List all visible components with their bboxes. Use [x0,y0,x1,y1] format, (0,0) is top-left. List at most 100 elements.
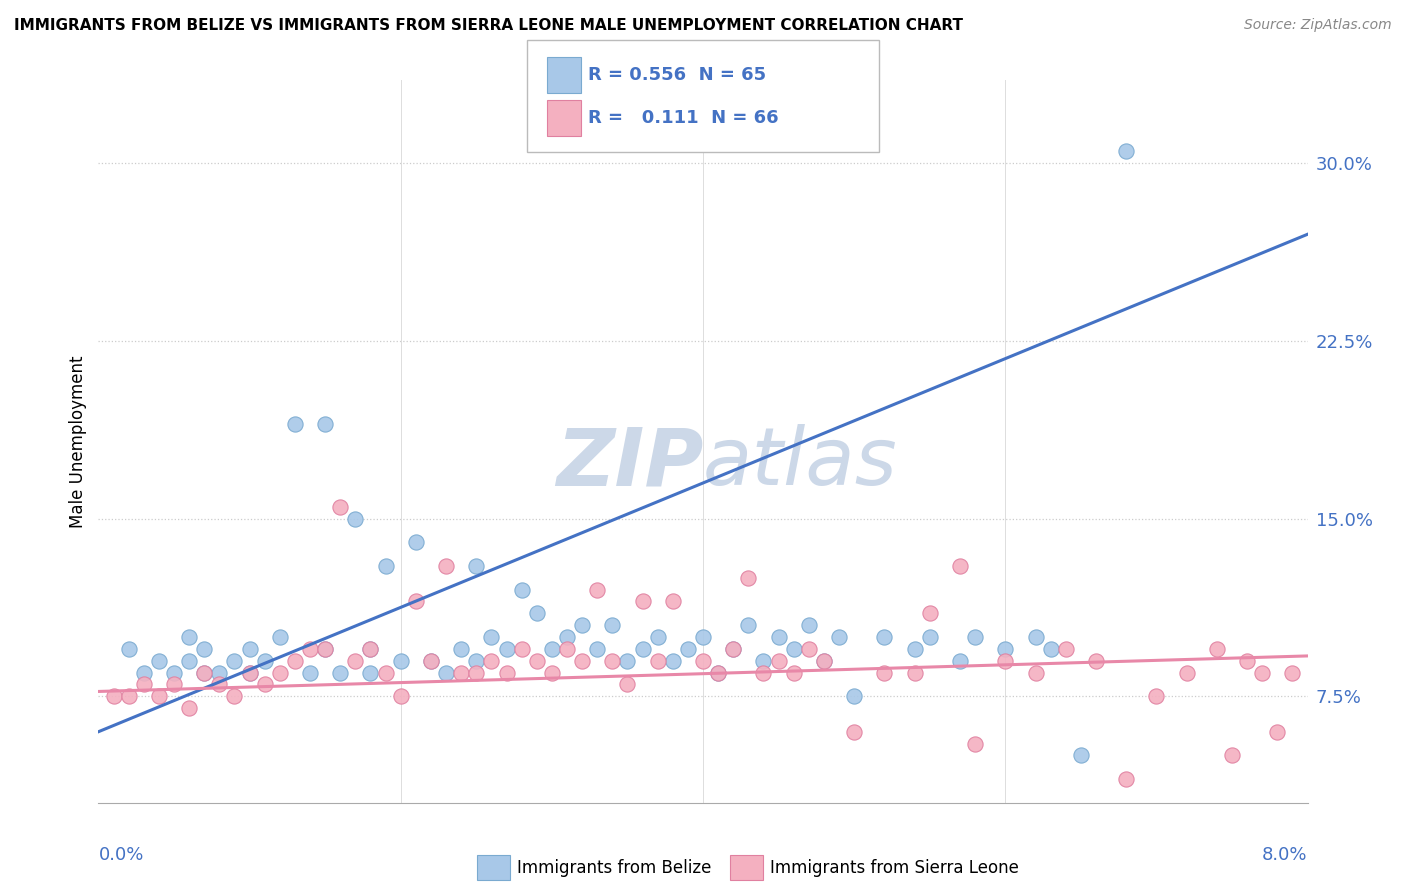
Point [1251,665,1274,680]
Point [1054,641,1077,656]
Point [434,558,457,573]
Point [555,641,578,656]
Point [465,654,488,668]
Text: R = 0.556  N = 65: R = 0.556 N = 65 [588,66,766,84]
Point [1025,630,1047,644]
Y-axis label: Male Unemployment: Male Unemployment [69,355,87,528]
Text: 8.0%: 8.0% [1263,847,1308,864]
Point [118,689,141,703]
Point [602,654,624,668]
Point [707,665,730,680]
Point [873,665,896,680]
Text: 0.0%: 0.0% [98,847,143,864]
Point [783,641,806,656]
Point [1281,665,1303,680]
Point [571,618,593,632]
Text: ZIP: ZIP [555,425,703,502]
Point [752,654,775,668]
Point [783,665,806,680]
Point [450,641,472,656]
Point [344,654,367,668]
Point [193,641,215,656]
Point [797,641,820,656]
Point [103,689,125,703]
Point [1267,724,1289,739]
Point [193,665,215,680]
Point [586,582,609,597]
Point [253,654,276,668]
Point [314,641,336,656]
Point [284,654,307,668]
Point [495,641,517,656]
Point [676,641,699,656]
Point [420,654,443,668]
Point [269,630,291,644]
Point [737,571,759,585]
Point [707,665,730,680]
Point [526,654,548,668]
Text: R =   0.111  N = 66: R = 0.111 N = 66 [588,109,779,127]
Text: Source: ZipAtlas.com: Source: ZipAtlas.com [1244,18,1392,32]
Point [1236,654,1258,668]
Point [1115,145,1137,159]
Point [495,665,517,680]
Point [828,630,851,644]
Point [723,641,745,656]
Point [193,665,215,680]
Point [768,654,790,668]
Point [389,654,412,668]
Text: Immigrants from Belize: Immigrants from Belize [517,859,711,877]
Point [481,654,503,668]
Point [239,641,262,656]
Point [616,654,638,668]
Point [1220,748,1243,763]
Point [269,665,291,680]
Point [224,689,246,703]
Text: atlas: atlas [703,425,898,502]
Point [465,665,488,680]
Point [647,654,669,668]
Point [540,665,562,680]
Point [647,630,669,644]
Point [873,630,896,644]
Point [616,677,638,691]
Point [813,654,835,668]
Point [389,689,412,703]
Point [314,417,336,431]
Point [344,511,367,525]
Point [1025,665,1047,680]
Point [481,630,503,644]
Point [208,665,231,680]
Point [768,630,790,644]
Point [526,607,548,621]
Point [299,641,322,656]
Point [813,654,835,668]
Point [118,641,141,656]
Point [329,500,352,514]
Point [1115,772,1137,786]
Point [179,654,201,668]
Point [994,641,1017,656]
Point [374,558,396,573]
Point [1070,748,1092,763]
Point [540,641,562,656]
Point [965,630,987,644]
Point [571,654,593,668]
Point [918,630,941,644]
Point [163,665,186,680]
Point [224,654,246,668]
Point [661,654,683,668]
Point [208,677,231,691]
Point [132,677,155,691]
Point [1206,641,1229,656]
Point [420,654,443,668]
Point [465,558,488,573]
Point [661,594,683,608]
Text: IMMIGRANTS FROM BELIZE VS IMMIGRANTS FROM SIERRA LEONE MALE UNEMPLOYMENT CORRELA: IMMIGRANTS FROM BELIZE VS IMMIGRANTS FRO… [14,18,963,33]
Point [1146,689,1168,703]
Point [284,417,307,431]
Point [692,654,714,668]
Point [1039,641,1062,656]
Point [434,665,457,680]
Point [586,641,609,656]
